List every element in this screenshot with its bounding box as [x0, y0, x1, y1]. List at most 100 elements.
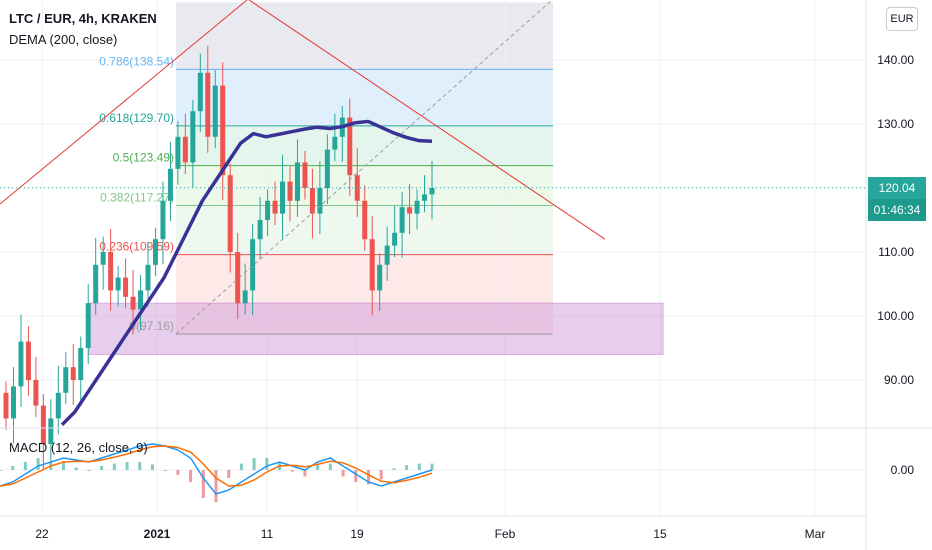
macd-hist-7 — [87, 470, 91, 471]
candle-33 — [250, 239, 256, 291]
macd-hist-19 — [239, 463, 243, 470]
candle-32 — [242, 290, 248, 304]
macd-hist-33 — [417, 463, 421, 470]
candle-10 — [78, 348, 84, 380]
macd-hist-18 — [227, 470, 231, 478]
macd-hist-11 — [138, 462, 142, 470]
candle-38 — [287, 181, 293, 201]
macd-hist-16 — [201, 470, 205, 498]
macd-panel — [0, 427, 932, 502]
candle-9 — [70, 367, 76, 380]
candle-18 — [138, 290, 144, 310]
y-tick-5: 90.00 — [884, 373, 914, 387]
macd-hist-24 — [303, 470, 307, 477]
candle-26 — [197, 72, 203, 112]
macd-hist-29 — [366, 470, 370, 485]
last-price-tag: 120.04 — [868, 177, 926, 199]
macd-hist-9 — [112, 463, 116, 470]
trend-line-up — [0, 0, 248, 205]
trend-lines — [0, 0, 866, 335]
trend-line-down — [248, 0, 606, 240]
macd-hist-10 — [125, 462, 129, 470]
candle-48 — [362, 200, 368, 240]
y-tick-0: 140.00 — [877, 53, 914, 67]
macd-hist-6 — [74, 467, 78, 470]
macd-hist-32 — [405, 465, 409, 470]
x-tick-2: 11 — [261, 527, 274, 541]
candle-37 — [280, 181, 286, 214]
macd-hist-13 — [163, 470, 167, 471]
macd-hist-30 — [379, 470, 383, 480]
macd-hist-12 — [150, 464, 154, 470]
dema-legend[interactable]: DEMA (200, close) — [9, 32, 118, 47]
dema-path — [60, 119, 433, 427]
candle-24 — [182, 136, 188, 163]
macd-hist-14 — [176, 470, 180, 475]
fib-label-0: 0.786(138.54) — [99, 54, 174, 68]
candle-21 — [160, 200, 166, 240]
y-tick-3: 110.00 — [878, 245, 914, 259]
macd-legend[interactable]: MACD (12, 26, close, 9) — [9, 440, 148, 455]
candle-5 — [40, 405, 46, 444]
candle-3 — [25, 341, 31, 380]
macd-hist-21 — [265, 458, 269, 470]
candle-43 — [324, 149, 330, 188]
macd-y-tick-0: 0.00 — [891, 463, 915, 477]
candle-19 — [145, 264, 151, 291]
candle-40 — [302, 162, 308, 188]
macd-hist-17 — [214, 470, 218, 502]
candle-39 — [294, 162, 300, 201]
x-tick-0: 22 — [35, 527, 49, 541]
candle-57 — [429, 188, 435, 195]
support-zone — [88, 302, 664, 355]
macd-hist-8 — [100, 466, 104, 470]
candle-42 — [317, 188, 323, 214]
candle-35 — [265, 200, 271, 220]
candle-29 — [220, 85, 226, 176]
candle-54 — [407, 207, 413, 214]
y-tick-1: 130.00 — [877, 117, 914, 131]
candles — [3, 45, 435, 469]
candle-36 — [272, 200, 278, 214]
macd-hist-31 — [392, 468, 396, 470]
support-rect — [88, 302, 664, 355]
macd-hist-23 — [290, 470, 294, 472]
candle-2 — [18, 341, 24, 387]
candle-41 — [309, 188, 315, 214]
candle-56 — [422, 194, 428, 201]
macd-hist-20 — [252, 458, 256, 470]
candle-49 — [369, 239, 375, 291]
dema-line — [60, 119, 433, 427]
candle-14 — [108, 252, 114, 291]
macd-series-0 — [0, 443, 433, 495]
candle-34 — [257, 220, 263, 240]
x-tick-1: 2021 — [144, 527, 171, 541]
fib-diagonal — [175, 0, 553, 335]
candle-4 — [33, 380, 39, 406]
candle-25 — [190, 111, 196, 163]
candle-6 — [48, 418, 54, 444]
y-tick-4: 100.00 — [877, 309, 914, 323]
symbol-title[interactable]: LTC / EUR, 4h, KRAKEN — [9, 11, 157, 26]
x-tick-3: 19 — [350, 527, 364, 541]
macd-hist-3 — [36, 458, 40, 470]
candle-46 — [347, 117, 353, 176]
macd-hist-34 — [430, 463, 434, 470]
countdown-tag: 01:46:34 — [868, 199, 926, 221]
fib-band-2 — [176, 125, 553, 166]
x-tick-4: Feb — [495, 527, 516, 541]
macd-series-1 — [0, 445, 433, 487]
candle-50 — [377, 264, 383, 291]
candle-30 — [227, 175, 233, 252]
candle-51 — [384, 245, 390, 265]
candle-53 — [399, 207, 405, 233]
currency-button[interactable]: EUR — [886, 7, 918, 31]
candle-27 — [205, 72, 211, 137]
candle-52 — [392, 232, 398, 246]
macd-hist-25 — [316, 465, 320, 470]
macd-hist-28 — [354, 470, 358, 482]
fib-label-3: 0.382(117.27) — [100, 190, 174, 204]
candle-22 — [167, 168, 173, 201]
candle-11 — [85, 303, 91, 348]
